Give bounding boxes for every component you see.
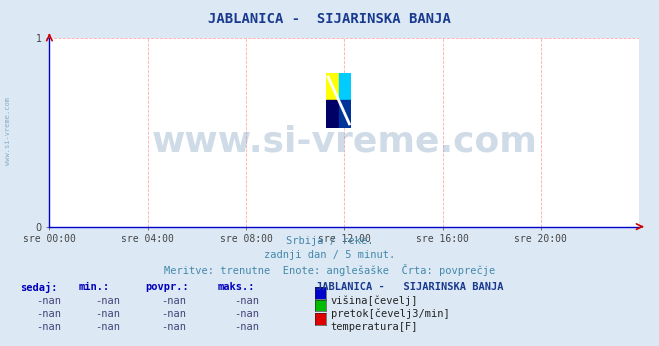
Text: sedaj:: sedaj: xyxy=(20,282,57,293)
Text: -nan: -nan xyxy=(234,309,259,319)
Text: maks.:: maks.: xyxy=(217,282,255,292)
Text: -nan: -nan xyxy=(161,309,186,319)
Text: Srbija / reke.: Srbija / reke. xyxy=(286,236,373,246)
Text: višina[čevelj]: višina[čevelj] xyxy=(331,296,418,306)
Text: -nan: -nan xyxy=(36,309,61,319)
Text: -nan: -nan xyxy=(96,322,121,332)
Text: -nan: -nan xyxy=(161,296,186,306)
Text: -nan: -nan xyxy=(36,322,61,332)
Text: Meritve: trenutne  Enote: anglešaške  Črta: povprečje: Meritve: trenutne Enote: anglešaške Črta… xyxy=(164,264,495,276)
Text: -nan: -nan xyxy=(161,322,186,332)
Bar xyxy=(339,100,351,128)
Text: -nan: -nan xyxy=(36,296,61,306)
Text: pretok[čevelj3/min]: pretok[čevelj3/min] xyxy=(331,309,449,319)
Text: povpr.:: povpr.: xyxy=(145,282,188,292)
Bar xyxy=(326,73,339,100)
Bar xyxy=(339,73,351,100)
Text: -nan: -nan xyxy=(234,296,259,306)
Text: -nan: -nan xyxy=(96,309,121,319)
Text: JABLANICA -  SIJARINSKA BANJA: JABLANICA - SIJARINSKA BANJA xyxy=(208,12,451,26)
Bar xyxy=(326,100,339,128)
Text: -nan: -nan xyxy=(96,296,121,306)
Text: temperatura[F]: temperatura[F] xyxy=(331,322,418,332)
Text: min.:: min.: xyxy=(79,282,110,292)
Text: www.si-vreme.com: www.si-vreme.com xyxy=(152,125,537,159)
Text: zadnji dan / 5 minut.: zadnji dan / 5 minut. xyxy=(264,250,395,260)
Text: www.si-vreme.com: www.si-vreme.com xyxy=(5,98,11,165)
Text: -nan: -nan xyxy=(234,322,259,332)
Text: JABLANICA -   SIJARINSKA BANJA: JABLANICA - SIJARINSKA BANJA xyxy=(316,282,504,292)
